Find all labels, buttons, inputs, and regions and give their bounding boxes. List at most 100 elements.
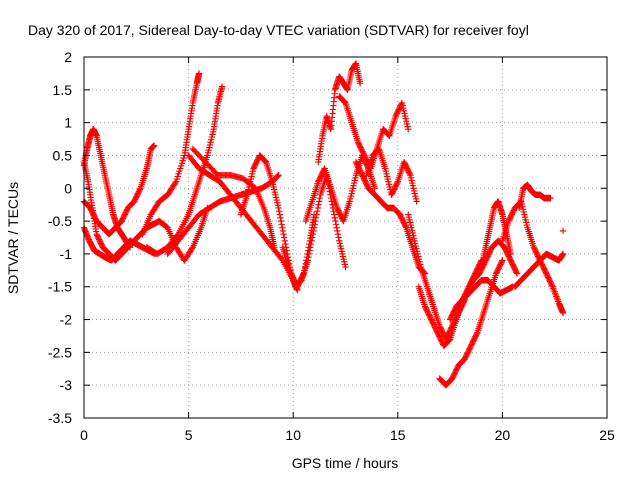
data-point	[334, 227, 341, 235]
x-tick-labels: 0 5 10 15 20 25	[80, 427, 615, 443]
series-arc-e	[139, 70, 203, 238]
data-point	[275, 171, 282, 179]
data-point	[330, 208, 337, 215]
data-point	[499, 257, 506, 264]
data-point	[150, 142, 158, 149]
data-point	[328, 198, 335, 205]
data-point	[312, 214, 320, 222]
axis-ticks	[83, 56, 608, 419]
data-point	[547, 194, 554, 202]
y-tick-label: -3	[60, 377, 73, 393]
data-point	[335, 234, 342, 241]
data-point	[306, 247, 313, 254]
data-point	[304, 257, 312, 264]
y-tick-label: 1.5	[53, 82, 73, 98]
x-tick-label: 10	[285, 427, 301, 443]
data-point	[315, 201, 322, 208]
data-point	[305, 253, 312, 261]
data-point	[188, 245, 196, 252]
data-point	[307, 240, 315, 248]
data-point	[513, 270, 521, 277]
data-point	[282, 240, 289, 248]
x-tick-label: 25	[599, 427, 615, 443]
y-tick-label: -2.5	[48, 344, 72, 360]
x-axis-title: GPS time / hours	[292, 455, 399, 471]
data-point	[274, 172, 282, 180]
data-point	[311, 221, 318, 228]
data-point	[398, 101, 405, 108]
y-tick-label: 0	[64, 180, 72, 196]
y-tick-label: -1	[60, 246, 73, 262]
data-point	[281, 237, 289, 244]
data-point	[507, 250, 514, 258]
data-point	[371, 185, 378, 192]
data-point	[331, 214, 339, 222]
data-point	[279, 227, 287, 235]
data-point	[314, 204, 322, 212]
y-axis-title: SDTVAR / TECUs	[5, 182, 21, 294]
chart-title: Day 320 of 2017, Sidereal Day-to-day VTE…	[28, 22, 529, 38]
series-arc-y	[515, 181, 554, 212]
y-tick-label: 2	[64, 49, 72, 65]
data-point	[279, 224, 286, 231]
data-point	[195, 70, 203, 77]
x-tick-label: 0	[80, 427, 88, 443]
series-arc-p	[363, 145, 420, 205]
data-point	[405, 126, 412, 133]
series-arc-i	[189, 145, 278, 251]
series-arc-s	[436, 257, 506, 389]
data-point	[274, 173, 281, 180]
x-tick-label: 15	[390, 427, 406, 443]
data-point	[316, 194, 323, 202]
data-point	[393, 179, 401, 187]
data-point	[307, 244, 314, 251]
data-point	[276, 211, 284, 218]
data-point	[308, 237, 315, 244]
data-point	[314, 208, 321, 215]
data-point	[559, 309, 567, 317]
data-point	[402, 223, 409, 230]
y-tick-label: -1.5	[48, 279, 72, 295]
data-point	[559, 250, 567, 258]
data-point	[445, 337, 453, 344]
series-arc-k	[279, 171, 349, 290]
data-point	[406, 170, 413, 178]
data-point	[498, 258, 505, 265]
series-arc-v	[478, 198, 514, 271]
gridlines	[84, 57, 607, 418]
data-point	[218, 83, 226, 90]
data-point	[275, 204, 282, 212]
y-tick-label: 1	[64, 115, 72, 131]
data-point	[548, 282, 556, 289]
data-point	[277, 217, 285, 225]
data-point	[280, 231, 287, 238]
data-point	[342, 263, 349, 271]
data-point	[315, 198, 323, 205]
y-tick-label: -3.5	[48, 410, 72, 426]
data-point	[333, 224, 340, 231]
data-point	[473, 330, 480, 338]
series-arc-d	[80, 142, 158, 238]
data-point	[331, 211, 338, 218]
data-point	[375, 146, 382, 153]
series-arc-z	[559, 227, 567, 235]
data-point	[172, 179, 179, 187]
data-point	[413, 198, 420, 205]
x-tick-label: 5	[185, 427, 193, 443]
data-point	[310, 224, 318, 231]
series-arc-o	[352, 158, 429, 277]
data-point	[332, 221, 340, 228]
series-arc-n	[336, 93, 412, 172]
data-point	[277, 214, 284, 222]
data-point	[309, 234, 316, 241]
series-arc-q	[405, 211, 468, 343]
data-point	[332, 217, 339, 225]
data-point	[310, 227, 317, 235]
series-arc-g	[164, 171, 282, 258]
data-point	[261, 157, 268, 164]
data-point	[281, 234, 288, 241]
data-point	[275, 208, 283, 215]
data-point	[305, 250, 313, 258]
x-tick-label: 20	[495, 427, 511, 443]
